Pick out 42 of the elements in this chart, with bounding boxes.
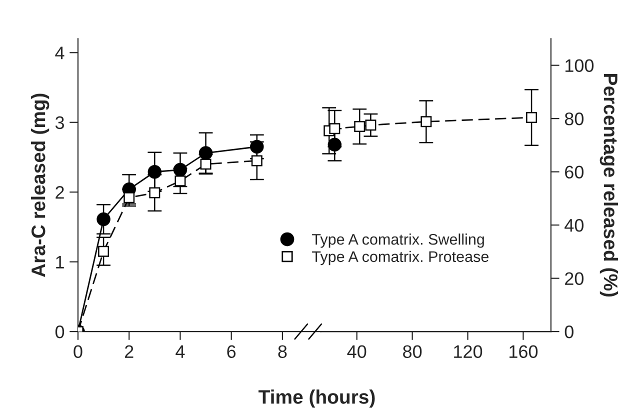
x-tick-label: 6 bbox=[227, 345, 236, 358]
point bbox=[250, 140, 264, 154]
point bbox=[198, 146, 213, 160]
y-tick-label: 0 bbox=[55, 325, 64, 338]
point bbox=[173, 162, 188, 177]
point bbox=[420, 116, 432, 128]
x-axis-title: Time (hours) bbox=[258, 390, 375, 408]
y2-axis-title: Percentage released (%) bbox=[600, 74, 618, 297]
x-tick-label: 8 bbox=[278, 345, 287, 358]
point bbox=[149, 187, 160, 198]
point bbox=[354, 121, 366, 132]
point bbox=[251, 155, 262, 166]
point bbox=[328, 138, 342, 152]
point bbox=[124, 192, 135, 204]
x-tick-label: 40 bbox=[347, 345, 366, 358]
x-tick-label: 120 bbox=[454, 345, 482, 358]
y2-tick-label: 100 bbox=[566, 59, 594, 72]
y-tick-label: 3 bbox=[55, 116, 64, 130]
y2-tick-label: 40 bbox=[564, 218, 584, 232]
y2-tick-label: 80 bbox=[564, 112, 584, 126]
point bbox=[526, 112, 538, 123]
point bbox=[200, 158, 212, 170]
legend-label: Type A comatrix. Protease bbox=[312, 250, 488, 266]
y-tick-label: 4 bbox=[55, 46, 64, 60]
point bbox=[365, 120, 376, 131]
point bbox=[329, 123, 340, 134]
y2-tick-label: 0 bbox=[564, 325, 574, 338]
x-tick-label: 0 bbox=[74, 345, 82, 358]
y-tick-label: 1 bbox=[56, 256, 64, 268]
point bbox=[148, 164, 162, 179]
x-tick-label: 4 bbox=[176, 345, 185, 358]
y2-tick-label: 60 bbox=[565, 166, 584, 179]
x-tick-label: 80 bbox=[403, 345, 422, 358]
y2-tick-label: 20 bbox=[565, 272, 584, 286]
y-tick-label: 2 bbox=[56, 186, 64, 199]
legend-label: Type A comatrix. Swelling bbox=[312, 234, 484, 248]
point bbox=[96, 212, 110, 226]
x-tick-label: 2 bbox=[124, 345, 134, 358]
point bbox=[98, 246, 110, 257]
point bbox=[174, 175, 186, 186]
y-axis-title: Ara-C released (mg) bbox=[30, 94, 50, 278]
x-tick-label: 160 bbox=[510, 345, 538, 358]
